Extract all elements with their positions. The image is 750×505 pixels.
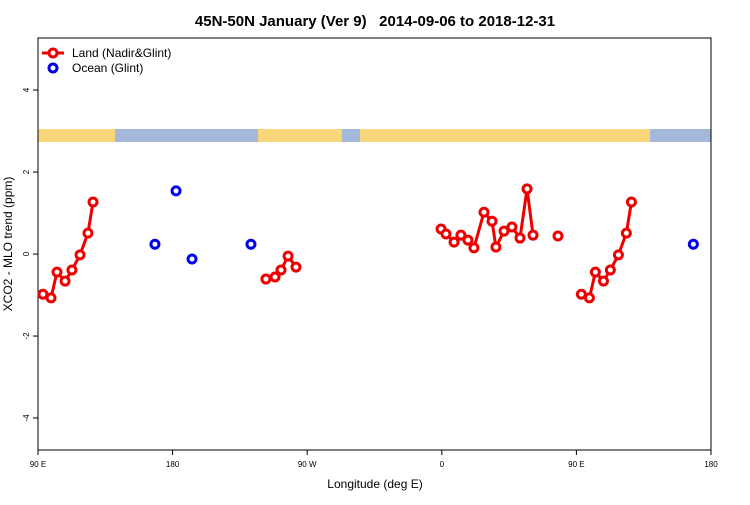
x-tick-label: 180 [166, 460, 180, 469]
data-point [186, 253, 198, 265]
x-tick-label: 90 W [298, 460, 317, 469]
legend-label: Ocean (Glint) [72, 61, 143, 75]
data-point [245, 238, 257, 250]
x-axis-label: Longitude (deg E) [327, 477, 422, 491]
data-point [82, 227, 94, 239]
y-axis-label: XCO2 - MLO trend (ppm) [1, 177, 15, 312]
land-strip [38, 129, 115, 142]
data-point [498, 225, 510, 237]
data-point [290, 261, 302, 273]
x-tick-label: 90 E [30, 460, 46, 469]
land-strip [360, 129, 650, 142]
data-point [275, 264, 287, 276]
data-point [625, 196, 637, 208]
data-point [51, 266, 63, 278]
data-point [514, 232, 526, 244]
y-tick-label: -4 [22, 414, 31, 422]
x-tick-label: 0 [440, 460, 445, 469]
data-point [486, 215, 498, 227]
y-tick-label: 4 [22, 87, 31, 92]
land-strip [258, 129, 342, 142]
data-point [448, 236, 460, 248]
data-point [455, 229, 467, 241]
data-point [282, 250, 294, 262]
data-point [468, 242, 480, 254]
data-point [521, 183, 533, 195]
data-point [269, 271, 281, 283]
data-point [687, 238, 699, 250]
data-point [583, 292, 595, 304]
chart-title: 45N-50N January (Ver 9) 2014-09-06 to 20… [195, 13, 555, 30]
legend-marker [47, 62, 59, 74]
legend-marker [47, 47, 59, 59]
data-point [149, 238, 161, 250]
data-point [260, 273, 272, 285]
data-point [490, 241, 502, 253]
data-point [66, 264, 78, 276]
plot-frame [37, 37, 712, 451]
data-point [552, 230, 564, 242]
data-point [45, 292, 57, 304]
data-point [506, 221, 518, 233]
data-point [74, 249, 86, 261]
y-tick-label: -2 [22, 332, 31, 340]
data-point [87, 196, 99, 208]
data-point [597, 275, 609, 287]
data-point [478, 206, 490, 218]
data-point [462, 234, 474, 246]
data-point [604, 264, 616, 276]
y-tick-label: 2 [22, 169, 31, 174]
data-point [620, 227, 632, 239]
legend-label: Land (Nadir&Glint) [72, 46, 171, 60]
map-strip [38, 129, 711, 142]
y-tick-label: 0 [22, 251, 31, 256]
x-tick-label: 180 [704, 460, 718, 469]
x-tick-label: 90 E [568, 460, 584, 469]
data-point [170, 185, 182, 197]
data-point [612, 249, 624, 261]
data-point [440, 228, 452, 240]
data-point [59, 275, 71, 287]
data-point [527, 229, 539, 241]
data-point [589, 266, 601, 278]
